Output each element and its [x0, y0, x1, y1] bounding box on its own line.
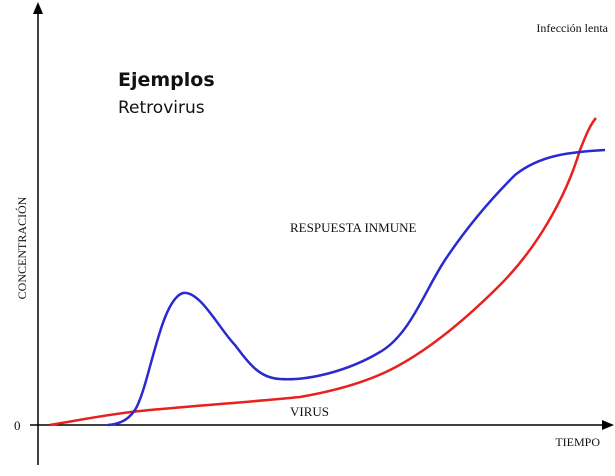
y-axis-label: CONCENTRACIÓN [15, 196, 29, 299]
title: Ejemplos [118, 69, 215, 91]
origin-label: 0 [14, 418, 21, 433]
x-axis-label: TIEMPO [555, 435, 600, 449]
x-axis-arrow [602, 420, 614, 430]
subtitle: Retrovirus [118, 98, 205, 118]
virus-curve [49, 117, 597, 427]
y-axis-arrow [33, 2, 43, 14]
immune-response-curve [107, 148, 606, 427]
note: Infección lenta [536, 21, 608, 35]
immune-response-label: RESPUESTA INMUNE [290, 220, 417, 235]
virus-label: VIRUS [290, 404, 329, 419]
